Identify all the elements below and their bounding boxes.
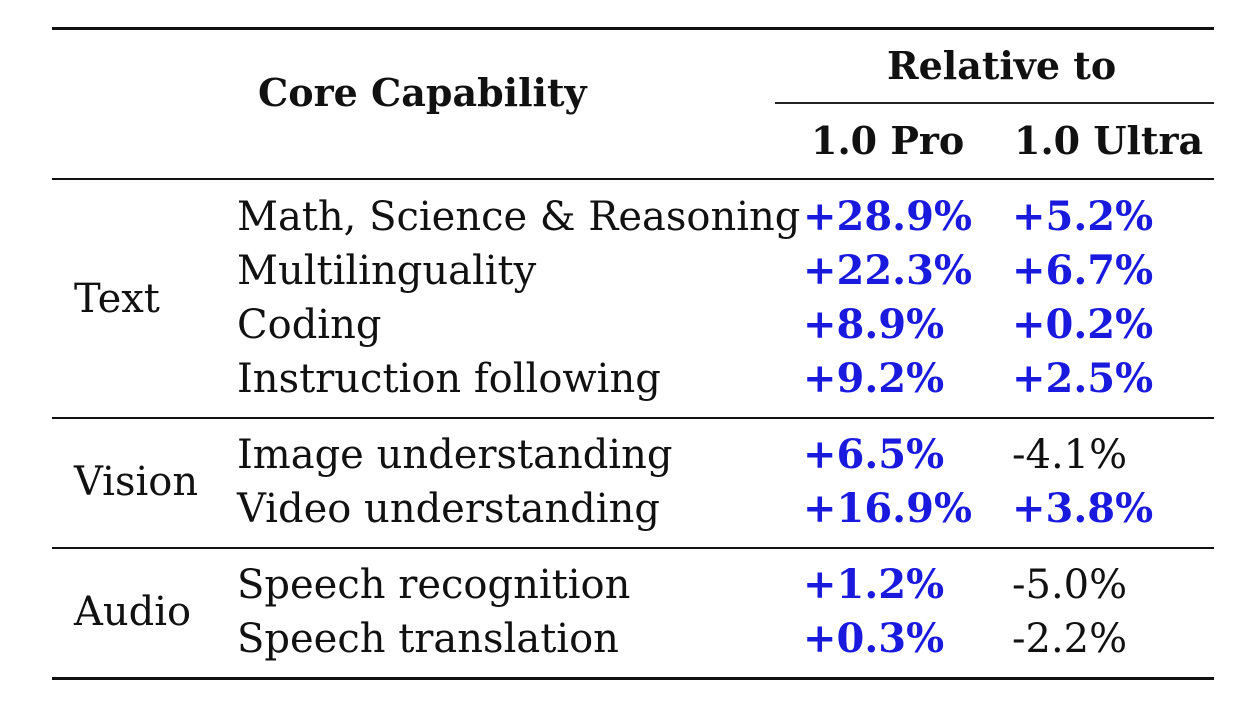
capability-label: Multilinguality [237, 248, 537, 294]
category-vision: Vision [74, 459, 199, 505]
value-pro: +8.9% [803, 301, 945, 348]
value-pro: +6.5% [803, 431, 945, 478]
value-ultra: +6.7% [1012, 247, 1154, 294]
value-ultra: -4.1% [1012, 432, 1128, 478]
vision-group-bottom-rule [52, 547, 1214, 549]
text-group-bottom-rule [52, 417, 1214, 419]
value-ultra: +3.8% [1012, 485, 1154, 532]
value-ultra: -2.2% [1012, 616, 1128, 662]
header-col-pro: 1.0 Pro [811, 118, 965, 163]
header-core-capability: Core Capability [258, 70, 587, 115]
category-text: Text [74, 276, 160, 322]
relative-to-underline [775, 102, 1214, 104]
header-bottom-rule [52, 178, 1214, 180]
capability-label: Video understanding [237, 486, 660, 532]
header-relative-to: Relative to [887, 43, 1117, 88]
header-col-ultra: 1.0 Ultra [1014, 118, 1204, 163]
category-audio: Audio [74, 589, 192, 635]
top-rule [52, 27, 1214, 30]
capability-label: Image understanding [237, 432, 673, 478]
value-pro: +9.2% [803, 355, 945, 402]
capability-label: Coding [237, 302, 382, 348]
value-pro: +1.2% [803, 561, 945, 608]
capability-label: Instruction following [237, 356, 661, 402]
capability-label: Math, Science & Reasoning [237, 194, 801, 240]
bottom-rule [52, 677, 1214, 680]
value-ultra: +2.5% [1012, 355, 1154, 402]
value-ultra: +0.2% [1012, 301, 1154, 348]
value-ultra: -5.0% [1012, 562, 1128, 608]
capability-label: Speech recognition [237, 562, 631, 608]
value-pro: +28.9% [803, 193, 972, 240]
value-pro: +22.3% [803, 247, 972, 294]
value-pro: +0.3% [803, 615, 945, 662]
value-pro: +16.9% [803, 485, 972, 532]
value-ultra: +5.2% [1012, 193, 1154, 240]
capability-label: Speech translation [237, 616, 619, 662]
